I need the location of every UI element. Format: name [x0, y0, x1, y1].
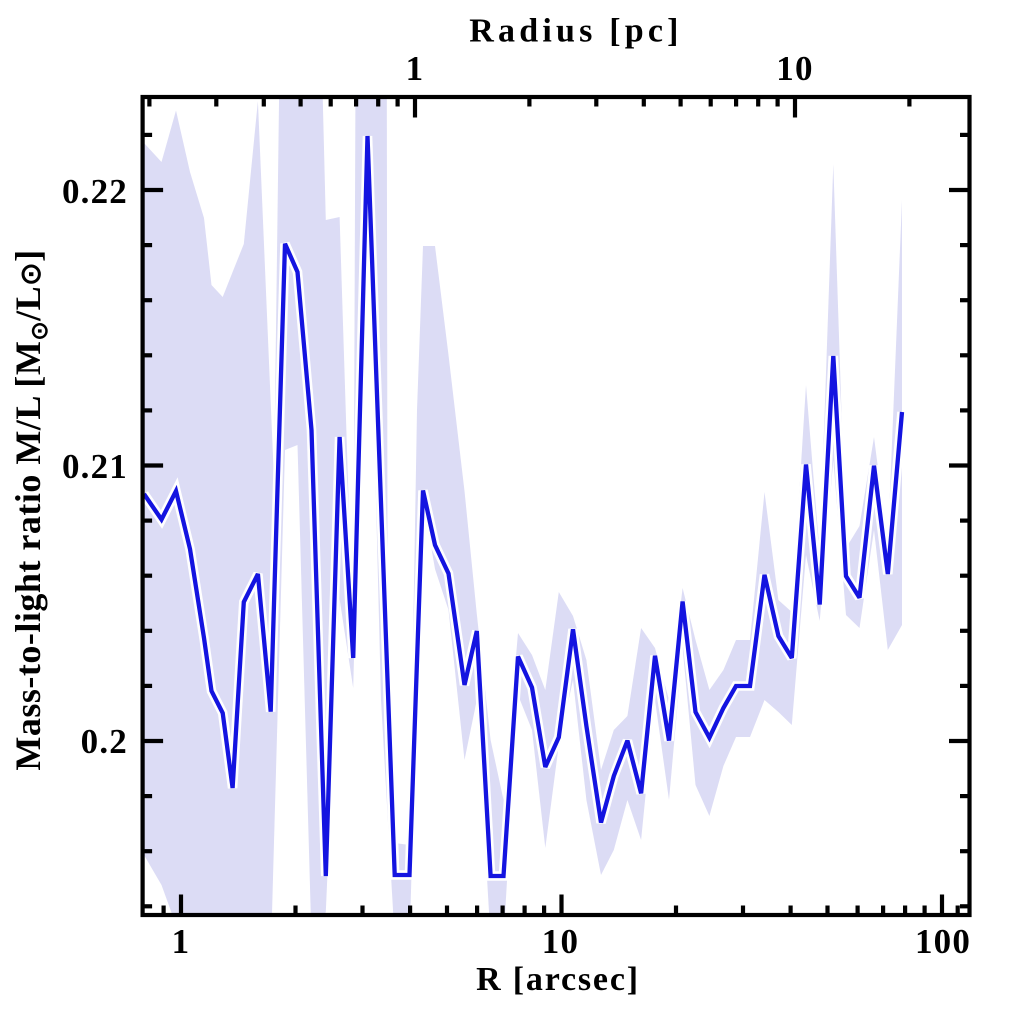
- svg-text:0.22: 0.22: [62, 172, 128, 211]
- svg-text:1: 1: [406, 49, 425, 88]
- svg-text:R [arcsec]: R [arcsec]: [476, 961, 640, 998]
- svg-text:Radius [pc]: Radius [pc]: [469, 13, 682, 50]
- svg-text:100: 100: [915, 922, 971, 961]
- svg-text:0.21: 0.21: [62, 447, 128, 486]
- svg-text:10: 10: [776, 49, 813, 88]
- svg-text:1: 1: [172, 922, 191, 961]
- svg-text:0.2: 0.2: [81, 722, 128, 761]
- svg-text:10: 10: [542, 922, 579, 961]
